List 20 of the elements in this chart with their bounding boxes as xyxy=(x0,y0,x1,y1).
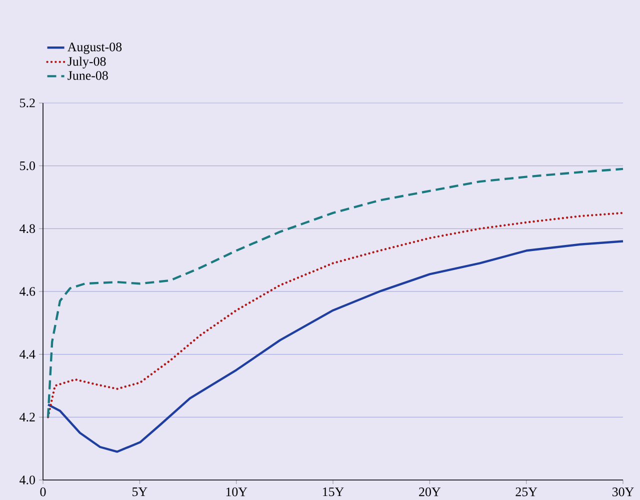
y-tick-label: 5.2 xyxy=(20,98,35,108)
legend-label: June-08 xyxy=(68,71,108,80)
y-tick-label: 4.8 xyxy=(20,224,35,234)
x-tick-label: 15Y xyxy=(322,488,344,496)
x-tick-label: 0 xyxy=(40,488,46,496)
y-tick-label: 4.6 xyxy=(20,287,36,296)
x-tick-label: 10Y xyxy=(226,488,248,496)
y-tick-label: 4.0 xyxy=(20,476,35,484)
x-tick-label: 5Y xyxy=(132,488,148,496)
legend-label: July-08 xyxy=(68,56,106,68)
x-tick-label: 30Y xyxy=(612,488,634,496)
line-series xyxy=(46,212,624,418)
y-tick-label: 4.2 xyxy=(20,412,35,422)
line-series xyxy=(46,240,624,453)
x-tick-label: 25Y xyxy=(516,488,538,496)
legend-label: August-08 xyxy=(68,42,122,54)
y-tick-label: 5.0 xyxy=(20,161,35,170)
line-series xyxy=(46,168,624,418)
x-tick-label: 20Y xyxy=(419,488,441,496)
y-tick-label: 4.4 xyxy=(20,350,36,359)
